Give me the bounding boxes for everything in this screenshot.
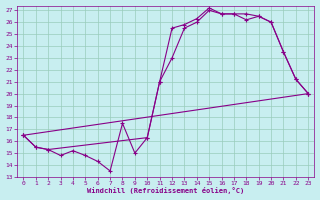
X-axis label: Windchill (Refroidissement éolien,°C): Windchill (Refroidissement éolien,°C) [87,187,244,194]
